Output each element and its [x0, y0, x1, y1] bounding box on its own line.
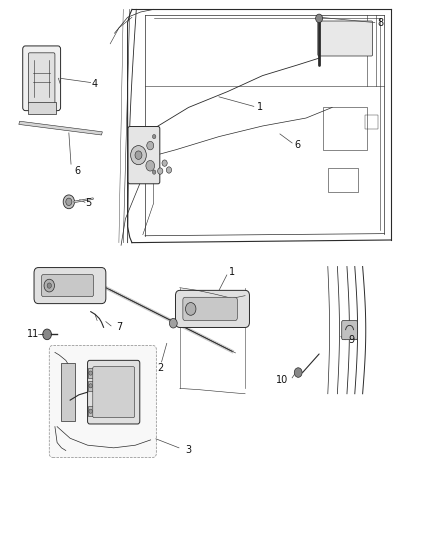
Bar: [323, 108, 367, 150]
FancyBboxPatch shape: [128, 126, 160, 184]
FancyBboxPatch shape: [176, 290, 250, 327]
Bar: [88, 368, 93, 378]
Circle shape: [294, 368, 302, 377]
Text: 7: 7: [116, 322, 122, 333]
Text: 9: 9: [349, 335, 355, 345]
FancyBboxPatch shape: [93, 367, 134, 418]
Text: 8: 8: [377, 18, 383, 28]
Bar: [365, 115, 378, 128]
FancyBboxPatch shape: [318, 21, 373, 56]
Circle shape: [185, 303, 196, 316]
Circle shape: [152, 134, 156, 139]
Text: 11: 11: [27, 329, 39, 340]
FancyBboxPatch shape: [28, 53, 55, 104]
Text: 1: 1: [257, 102, 263, 112]
Circle shape: [63, 195, 74, 209]
Circle shape: [147, 141, 154, 150]
FancyBboxPatch shape: [342, 320, 357, 340]
FancyBboxPatch shape: [34, 268, 106, 304]
FancyBboxPatch shape: [42, 274, 94, 297]
FancyBboxPatch shape: [23, 46, 60, 111]
Bar: [88, 407, 93, 416]
Circle shape: [43, 329, 51, 340]
Bar: [28, 102, 56, 114]
Circle shape: [89, 384, 92, 388]
Text: 3: 3: [185, 446, 191, 456]
Circle shape: [89, 371, 92, 375]
Text: 10: 10: [276, 375, 288, 385]
Circle shape: [170, 318, 177, 328]
Text: 1: 1: [229, 267, 235, 277]
Circle shape: [316, 14, 322, 22]
Bar: [88, 381, 93, 391]
Text: 2: 2: [157, 364, 163, 373]
Circle shape: [162, 160, 167, 166]
Bar: [328, 168, 358, 192]
Circle shape: [158, 168, 163, 174]
Circle shape: [146, 160, 155, 171]
Polygon shape: [19, 121, 102, 135]
Bar: [61, 363, 74, 421]
Text: 6: 6: [74, 166, 81, 176]
FancyBboxPatch shape: [88, 360, 140, 424]
FancyBboxPatch shape: [49, 345, 156, 457]
Text: 6: 6: [294, 140, 300, 150]
Circle shape: [44, 279, 54, 292]
Text: 4: 4: [92, 78, 98, 88]
Circle shape: [131, 146, 146, 165]
Circle shape: [152, 170, 156, 174]
Circle shape: [166, 167, 172, 173]
FancyBboxPatch shape: [183, 297, 237, 320]
Circle shape: [47, 283, 51, 288]
Circle shape: [66, 198, 72, 206]
Circle shape: [89, 409, 92, 414]
Circle shape: [135, 151, 142, 159]
Text: 5: 5: [85, 198, 92, 208]
